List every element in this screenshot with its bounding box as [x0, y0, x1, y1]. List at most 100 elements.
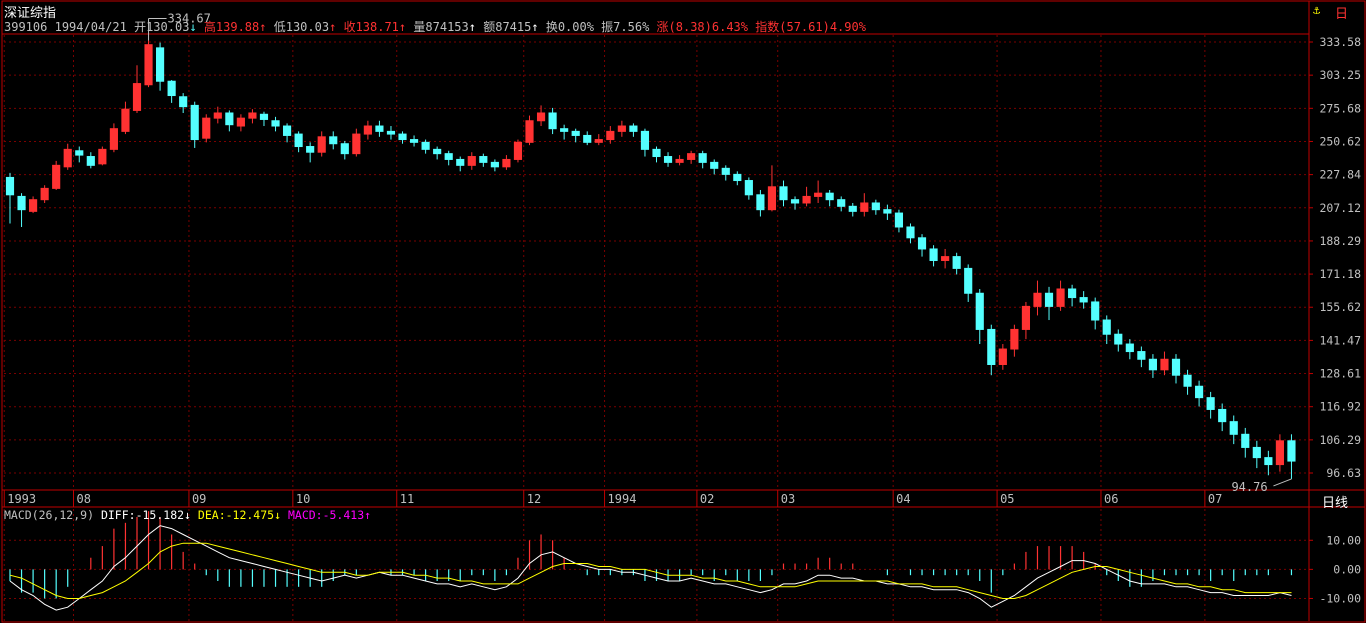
candle-body	[894, 212, 904, 228]
quote-info-bar: 399106 1994/04/21 开130.03↓ 高139.88↑ 低130…	[4, 18, 866, 34]
candle-body	[848, 205, 857, 212]
diff-arrow-icon: ↓	[184, 508, 191, 522]
candle-body	[1241, 433, 1250, 448]
candle-body	[1206, 397, 1215, 410]
candle-body	[560, 128, 569, 132]
candle-body	[1275, 440, 1284, 466]
change-value: 涨(8.38)6.43%	[656, 20, 749, 34]
candle-body	[536, 112, 546, 122]
candle-body	[202, 117, 211, 139]
candle-body	[1287, 440, 1296, 462]
candle-body	[340, 143, 349, 155]
candle	[779, 180, 788, 207]
candle-body	[444, 153, 453, 160]
period-selector-button[interactable]: 日线	[1322, 496, 1349, 511]
candle	[409, 135, 419, 147]
candle	[767, 165, 777, 212]
candle	[975, 288, 984, 345]
candle	[629, 123, 638, 137]
candle-body	[156, 47, 165, 82]
x-tick-label: 11	[400, 492, 414, 506]
candle-body	[583, 134, 592, 143]
candle-body	[294, 133, 303, 148]
candle	[860, 193, 869, 217]
candle-body	[1195, 385, 1204, 399]
candle	[340, 140, 349, 160]
candle	[606, 126, 615, 144]
candle-body	[606, 130, 615, 141]
candle-body	[1091, 301, 1100, 321]
x-tick-label: 05	[1000, 492, 1014, 506]
candle	[952, 252, 961, 275]
x-tick-label: 12	[527, 492, 541, 506]
candlestick-series[interactable]	[5, 40, 1296, 479]
candle-body	[1021, 305, 1031, 330]
candle-body	[1148, 358, 1157, 371]
anchor-icon[interactable]: ⚓	[1313, 3, 1321, 17]
candle	[987, 324, 996, 376]
candle-body	[386, 130, 396, 135]
macd-y-tick-label: 0.00	[1333, 562, 1361, 576]
candle-body	[1056, 288, 1065, 307]
y-tick-label: 303.25	[1319, 68, 1361, 82]
candle	[502, 155, 511, 170]
candle	[1218, 403, 1227, 432]
open-arrow-icon: ↓	[189, 20, 197, 34]
candle	[329, 131, 338, 150]
dea-line	[9, 542, 1292, 599]
candle-body	[698, 153, 707, 163]
y-tick-label: 106.29	[1319, 433, 1361, 447]
candle-body	[144, 44, 153, 86]
candle	[248, 109, 257, 124]
amplitude-value: 振7.56%	[601, 20, 650, 34]
candle-body	[675, 158, 684, 163]
candle	[1102, 315, 1111, 345]
candle-body	[456, 158, 465, 166]
candle-body	[329, 136, 338, 145]
candle	[109, 123, 118, 153]
candle	[536, 105, 546, 127]
candle-body	[1183, 374, 1192, 387]
candle	[1241, 427, 1250, 458]
candle-body	[479, 156, 488, 163]
candle-body	[860, 202, 869, 212]
candle-body	[86, 156, 95, 166]
candle	[271, 116, 280, 132]
candle	[583, 131, 592, 146]
candle	[825, 189, 834, 207]
candle-body	[213, 112, 222, 119]
window-icon[interactable]: 日	[1335, 7, 1349, 22]
candle-body	[167, 80, 176, 97]
candle-body	[259, 113, 269, 120]
candle-body	[548, 112, 557, 130]
candle-body	[409, 139, 419, 143]
candle-body	[1264, 457, 1273, 466]
y-tick-label: 207.12	[1319, 201, 1361, 215]
volume-arrow-icon: ↑	[468, 20, 476, 34]
candle-body	[929, 248, 938, 261]
candle	[190, 101, 199, 148]
candle	[490, 159, 499, 172]
candle-body	[1114, 333, 1123, 345]
candle-body	[917, 237, 927, 250]
candle	[29, 196, 38, 214]
candle-body	[790, 199, 800, 204]
candle	[1287, 434, 1296, 479]
candle	[213, 106, 222, 124]
candle-body	[490, 161, 499, 168]
candle	[640, 128, 650, 157]
candle-body	[248, 112, 257, 119]
candle	[375, 120, 384, 137]
candle	[687, 150, 696, 164]
candle	[467, 152, 476, 170]
candle	[1183, 369, 1192, 395]
candle	[1033, 280, 1042, 316]
candle	[1252, 440, 1261, 469]
candle	[479, 153, 488, 167]
candle	[259, 111, 269, 127]
x-tick-label: 10	[296, 492, 310, 506]
candle-body	[190, 104, 199, 141]
candle-body	[767, 186, 777, 211]
